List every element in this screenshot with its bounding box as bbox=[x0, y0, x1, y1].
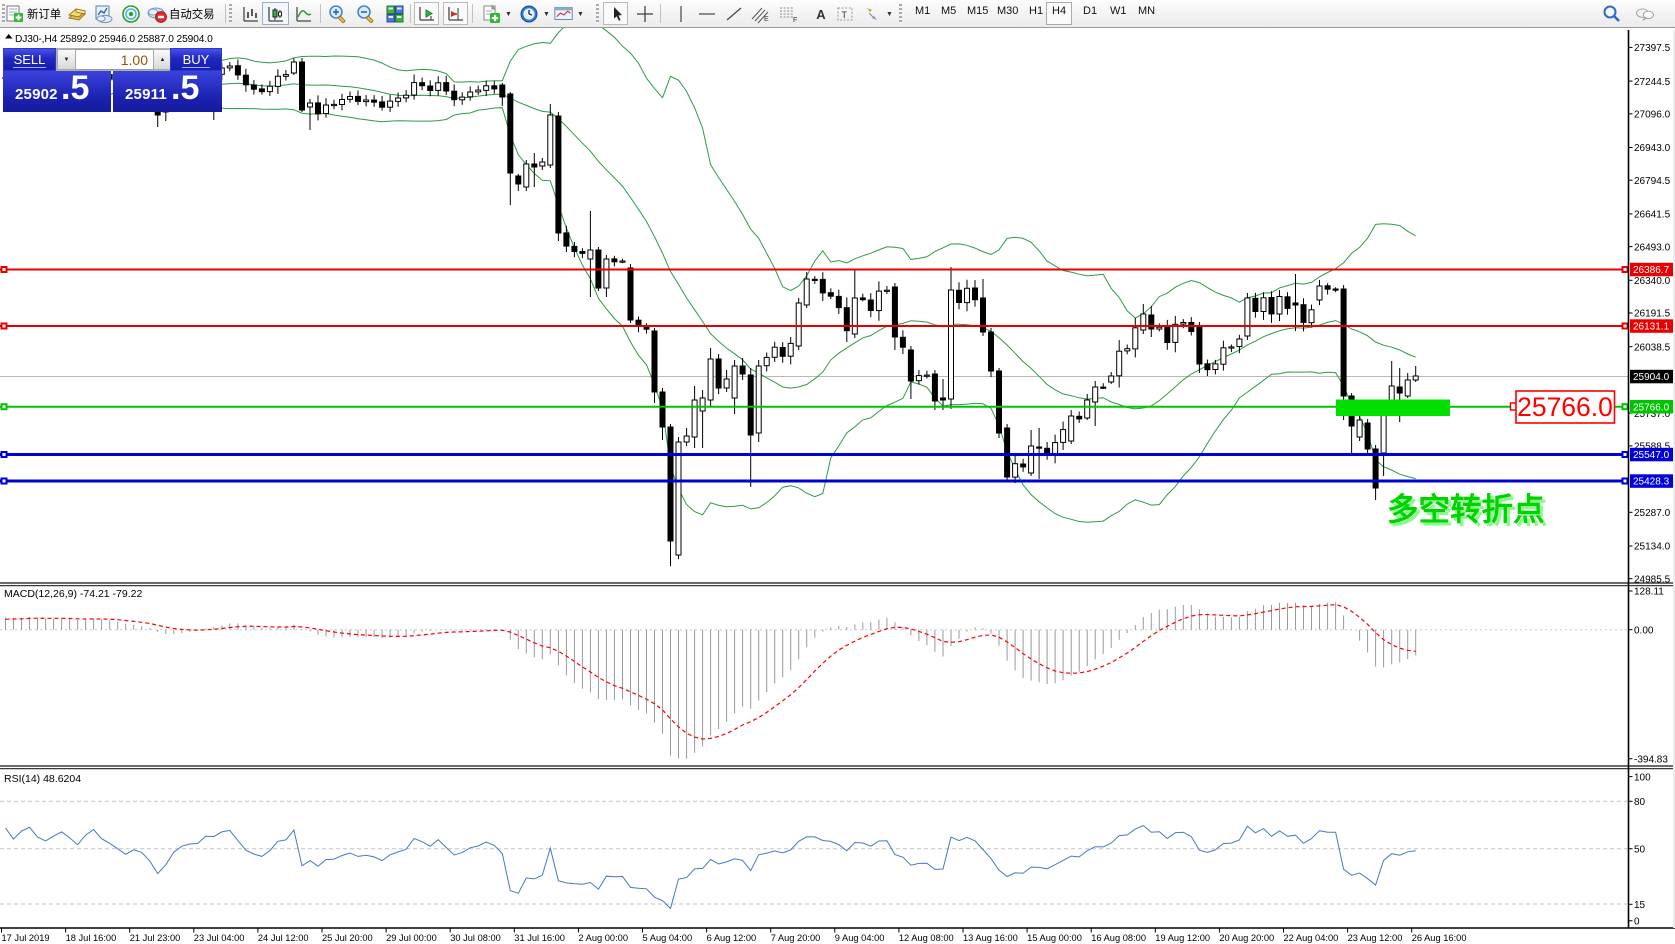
svg-text:25766.0: 25766.0 bbox=[1633, 402, 1670, 413]
svg-text:DJ30-,H4 25892.0 25946.0 2588: DJ30-,H4 25892.0 25946.0 25887.0 25904.0 bbox=[15, 34, 213, 45]
svg-text:13 Aug 16:00: 13 Aug 16:00 bbox=[963, 933, 1018, 943]
svg-text:24 Jul 12:00: 24 Jul 12:00 bbox=[258, 933, 309, 943]
svg-text:100: 100 bbox=[1634, 772, 1651, 783]
svg-text:21 Jul 23:00: 21 Jul 23:00 bbox=[130, 933, 181, 943]
svg-text:30 Jul 08:00: 30 Jul 08:00 bbox=[450, 933, 501, 943]
svg-text:T: T bbox=[842, 10, 848, 20]
svg-text:25766.0: 25766.0 bbox=[1517, 392, 1613, 422]
svg-text:27096.0: 27096.0 bbox=[1634, 110, 1671, 121]
svg-text:80: 80 bbox=[1634, 797, 1646, 808]
svg-text:0: 0 bbox=[1634, 917, 1640, 928]
svg-text:26191.5: 26191.5 bbox=[1634, 309, 1671, 320]
svg-text:26131.1: 26131.1 bbox=[1633, 322, 1670, 333]
svg-text:25547.0: 25547.0 bbox=[1633, 450, 1670, 461]
svg-text:MACD(12,26,9) -74.21 -79.22: MACD(12,26,9) -74.21 -79.22 bbox=[4, 588, 142, 600]
svg-text:25737.0: 25737.0 bbox=[1634, 409, 1671, 420]
svg-text:5 Aug 04:00: 5 Aug 04:00 bbox=[643, 933, 693, 943]
svg-text:0.00: 0.00 bbox=[1634, 625, 1654, 636]
svg-text:25904.0: 25904.0 bbox=[1633, 372, 1670, 383]
svg-text:25134.0: 25134.0 bbox=[1634, 542, 1671, 553]
svg-text:26 Aug 16:00: 26 Aug 16:00 bbox=[1412, 933, 1467, 943]
svg-text:23 Jul 04:00: 23 Jul 04:00 bbox=[194, 933, 245, 943]
svg-text:31 Jul 16:00: 31 Jul 16:00 bbox=[514, 933, 565, 943]
svg-text:F: F bbox=[793, 17, 797, 24]
svg-text:27244.5: 27244.5 bbox=[1634, 77, 1671, 88]
svg-text:18 Jul 16:00: 18 Jul 16:00 bbox=[66, 933, 117, 943]
svg-text:25588.5: 25588.5 bbox=[1634, 442, 1671, 453]
svg-text:RSI(14) 48.6204: RSI(14) 48.6204 bbox=[4, 773, 81, 785]
svg-text:E: E bbox=[764, 16, 769, 23]
svg-text:25 Jul 20:00: 25 Jul 20:00 bbox=[322, 933, 373, 943]
svg-text:27397.5: 27397.5 bbox=[1634, 43, 1671, 54]
svg-text:17 Jul 2019: 17 Jul 2019 bbox=[2, 933, 50, 943]
svg-text:6 Aug 12:00: 6 Aug 12:00 bbox=[707, 933, 757, 943]
svg-text:-394.83: -394.83 bbox=[1634, 754, 1668, 765]
svg-text:7 Aug 20:00: 7 Aug 20:00 bbox=[771, 933, 821, 943]
svg-text:25428.3: 25428.3 bbox=[1633, 477, 1670, 488]
svg-text:26038.5: 26038.5 bbox=[1634, 342, 1671, 353]
svg-text:20 Aug 20:00: 20 Aug 20:00 bbox=[1219, 933, 1274, 943]
svg-text:50: 50 bbox=[1634, 844, 1646, 855]
svg-text:26943.0: 26943.0 bbox=[1634, 143, 1671, 154]
svg-text:26386.7: 26386.7 bbox=[1633, 265, 1670, 276]
svg-text:128.11: 128.11 bbox=[1634, 587, 1664, 598]
svg-text:15: 15 bbox=[1634, 900, 1646, 911]
svg-text:多空转折点: 多空转折点 bbox=[1387, 491, 1545, 527]
svg-text:12 Aug 08:00: 12 Aug 08:00 bbox=[899, 933, 954, 943]
svg-text:26493.0: 26493.0 bbox=[1634, 242, 1671, 253]
svg-text:26641.5: 26641.5 bbox=[1634, 210, 1671, 221]
svg-text:2 Aug 00:00: 2 Aug 00:00 bbox=[578, 933, 628, 943]
svg-text:26340.0: 26340.0 bbox=[1634, 276, 1671, 287]
svg-text:25287.0: 25287.0 bbox=[1634, 508, 1671, 519]
svg-text:9 Aug 04:00: 9 Aug 04:00 bbox=[835, 933, 885, 943]
svg-text:26794.5: 26794.5 bbox=[1634, 176, 1671, 187]
svg-text:多空转折点: 多空转折点 bbox=[1390, 494, 1548, 530]
svg-text:16 Aug 08:00: 16 Aug 08:00 bbox=[1091, 933, 1146, 943]
svg-text:24985.5: 24985.5 bbox=[1634, 574, 1671, 585]
svg-text:22 Aug 04:00: 22 Aug 04:00 bbox=[1284, 933, 1339, 943]
svg-text:23 Aug 12:00: 23 Aug 12:00 bbox=[1348, 933, 1403, 943]
svg-text:29 Jul 00:00: 29 Jul 00:00 bbox=[386, 933, 437, 943]
svg-text:19 Aug 12:00: 19 Aug 12:00 bbox=[1155, 933, 1210, 943]
svg-text:15 Aug 00:00: 15 Aug 00:00 bbox=[1027, 933, 1082, 943]
